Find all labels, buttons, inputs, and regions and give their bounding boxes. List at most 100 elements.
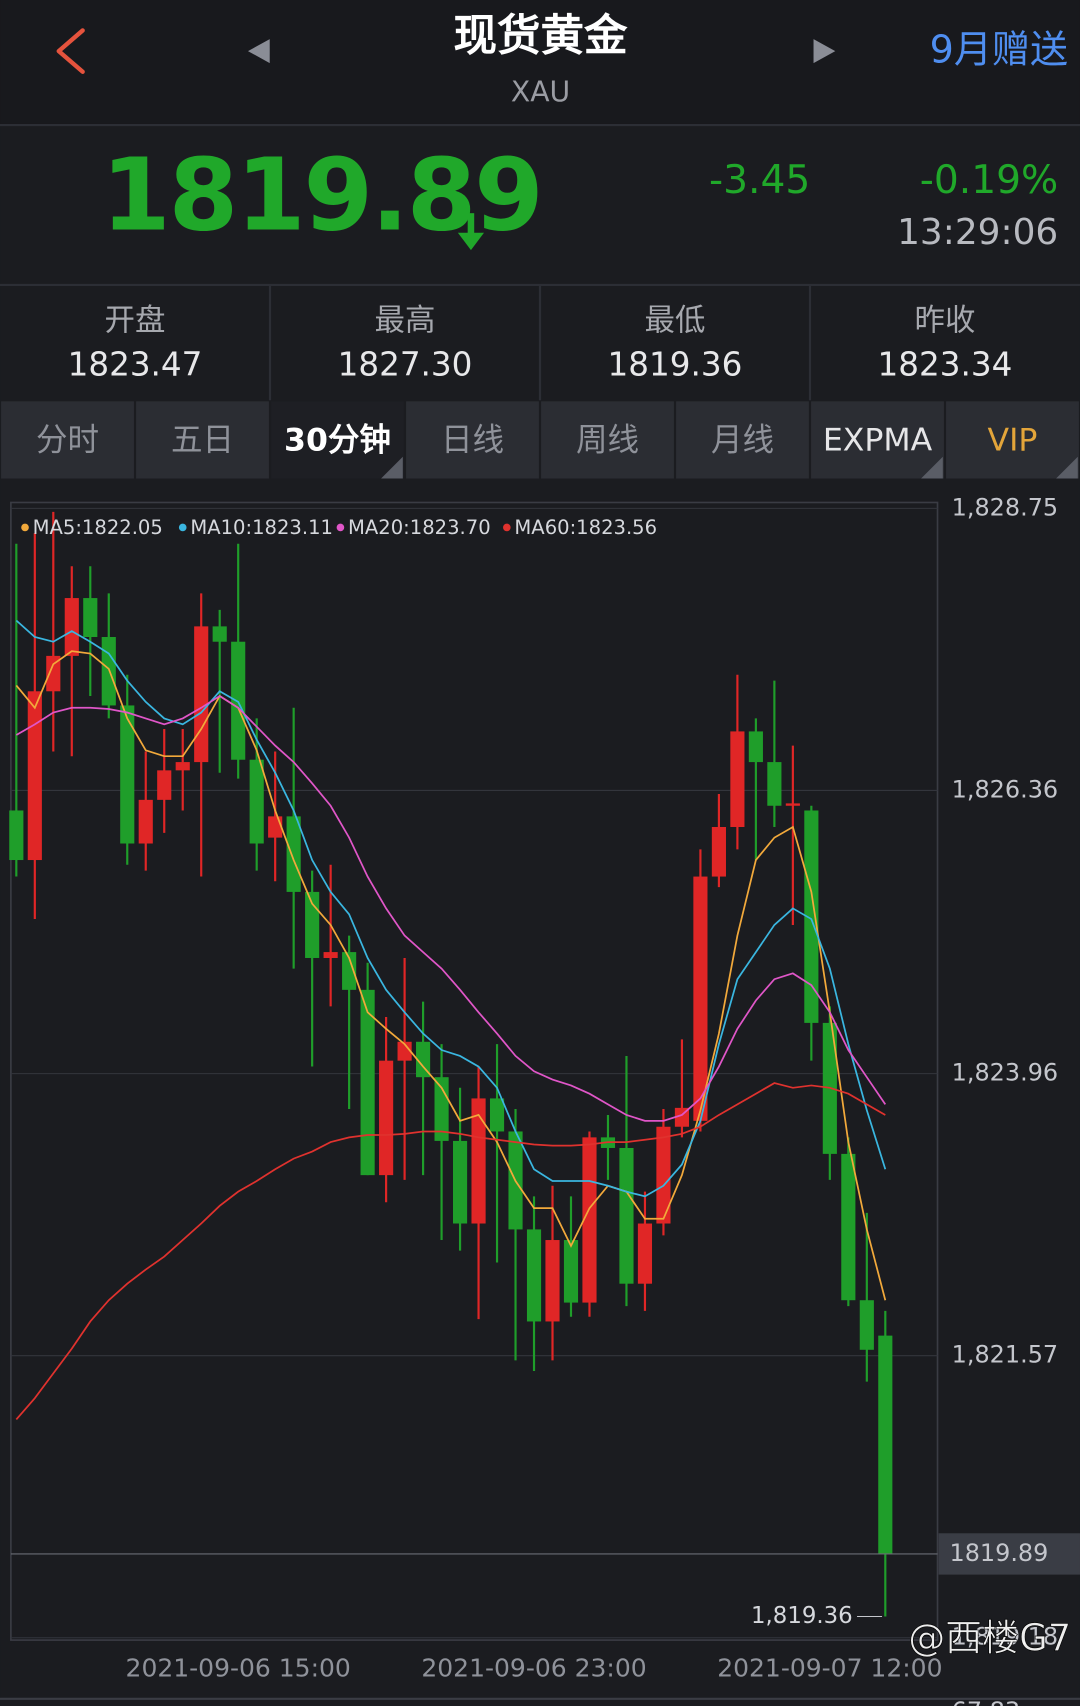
stat-label: 最低 (645, 303, 706, 338)
candle-body (27, 691, 42, 861)
y-tick-label: 1,826.36 (952, 775, 1058, 803)
candle-body (471, 1098, 486, 1224)
candle-body (804, 810, 819, 1023)
tab-label[interactable]: 日线 (441, 423, 504, 459)
stat-label: 最高 (375, 303, 436, 338)
candle-body (323, 952, 338, 958)
plot-frame (10, 501, 939, 1641)
subtitle: XAU (511, 76, 570, 109)
prev-button[interactable] (247, 39, 270, 64)
candle-body (268, 816, 283, 838)
candle-body (194, 626, 209, 763)
candle-body (748, 731, 763, 763)
x-tick-label: 2021-09-07 12:00 (717, 1653, 942, 1682)
tab[interactable] (1, 401, 134, 479)
candle-body (397, 1041, 412, 1061)
candle-body (379, 1060, 394, 1176)
tab-bar: 分时 五日 30分钟 日线 周线 月线 EXPMA VIP (1, 401, 1079, 479)
y-tick-label: 1,828.75 (952, 493, 1058, 521)
tab[interactable] (946, 401, 1079, 479)
legend-label: MA60:1823.56 (514, 516, 657, 539)
candle-body (360, 989, 375, 1176)
tab-label[interactable]: 30分钟 (284, 423, 391, 459)
candle-body (859, 1300, 874, 1350)
tab[interactable] (811, 401, 944, 479)
tab-label[interactable]: VIP (988, 423, 1038, 459)
price-change: -3.45 (709, 158, 810, 203)
legend-label: MA5:1822.05 (33, 516, 163, 539)
candle-body (656, 1126, 671, 1224)
candle-body (693, 876, 708, 1121)
tab-label[interactable]: 分时 (36, 423, 99, 459)
current-price-label: 1819.89 (949, 1539, 1048, 1567)
ma-line (15, 650, 887, 1301)
candle-body (64, 598, 79, 656)
stat-label: 开盘 (105, 303, 166, 338)
chart: 1,828.75 1,826.36 1,823.96 1,821.57 1,819.18… (0, 493, 1080, 1706)
candle-body (878, 1335, 893, 1554)
tab-label[interactable]: 周线 (576, 423, 639, 459)
tab-label[interactable]: EXPMA (823, 423, 933, 459)
candle-body (452, 1140, 468, 1224)
candle-body (46, 655, 61, 692)
y-tick-label: 1,819.18 (952, 1623, 1058, 1651)
legend-dot (503, 523, 511, 532)
candle-body (138, 799, 153, 844)
low-marker-label: 1,819.36 (751, 1603, 853, 1629)
next-button[interactable] (813, 39, 836, 64)
legend-label: MA20:1823.70 (348, 516, 491, 539)
ma-line (15, 619, 887, 1198)
candle-body (526, 1229, 542, 1322)
y-tick-label: 1,821.57 (952, 1341, 1058, 1369)
candle-body (785, 803, 800, 806)
candle-body (249, 759, 264, 844)
candle-body (730, 731, 745, 827)
candle-body (711, 826, 726, 877)
stat-value: 1819.36 (608, 346, 743, 384)
stat-value: 1823.34 (878, 346, 1013, 384)
back-button[interactable] (56, 28, 85, 74)
nav-bar (0, 0, 1080, 124)
candle-body (83, 598, 98, 638)
legend-dot (21, 523, 29, 532)
y-tick-label: 1,823.96 (952, 1059, 1058, 1087)
down-arrow (457, 213, 484, 251)
tab-label[interactable]: 月线 (711, 423, 774, 459)
tab[interactable] (676, 401, 809, 479)
legend-dot (178, 523, 187, 532)
stat-label: 昨收 (915, 303, 976, 338)
candle-body (231, 641, 246, 760)
ma-line (15, 694, 887, 1122)
candle-body (767, 762, 782, 806)
tab[interactable] (406, 401, 539, 479)
ma-line (15, 1082, 886, 1420)
quote-time: 13:29:06 (897, 212, 1058, 253)
candle-body (545, 1240, 560, 1322)
candle-body (342, 952, 357, 990)
candle-body (9, 810, 24, 861)
tab[interactable] (541, 401, 674, 479)
candle-body (841, 1153, 856, 1301)
candle-body (563, 1240, 579, 1303)
stat-value: 1827.30 (338, 346, 473, 384)
stat-value: 1823.47 (68, 346, 203, 384)
candle-body (157, 770, 172, 800)
tab-label[interactable]: 五日 (171, 423, 234, 459)
stats-row: 开盘 1823.47 最高 1827.30 最低 1819.36 昨收 1823.34 (68, 284, 1013, 401)
promo-link[interactable]: 9月赠送 (930, 28, 1068, 72)
price-change-pct: -0.19% (920, 158, 1058, 203)
tab[interactable] (271, 401, 404, 479)
candle-body (212, 626, 227, 642)
tab[interactable] (136, 401, 269, 479)
x-tick-label: 2021-09-06 23:00 (421, 1653, 646, 1682)
candle-body (582, 1137, 597, 1303)
candle-body (619, 1147, 634, 1284)
candle-body (637, 1223, 653, 1284)
x-tick-label: 2021-09-06 15:00 (126, 1653, 351, 1682)
watermark: @西楼G7 (908, 1617, 1071, 1660)
legend-dot (336, 523, 345, 532)
current-price-tag (938, 1533, 1080, 1575)
title: 现货黄金 (454, 12, 628, 62)
